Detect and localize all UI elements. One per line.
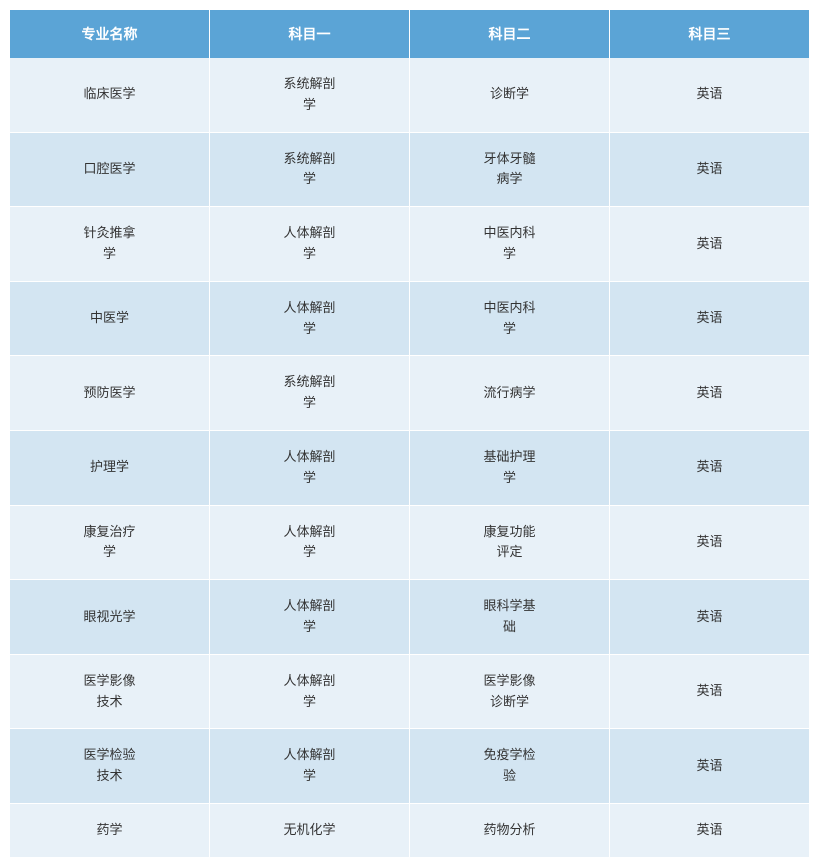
- header-col-subject3: 科目三: [610, 10, 809, 58]
- cell-major: 眼视光学: [10, 580, 210, 654]
- header-col-subject1: 科目一: [210, 10, 410, 58]
- cell-subject1: 系统解剖 学: [210, 133, 410, 207]
- cell-subject1: 人体解剖 学: [210, 207, 410, 281]
- table-row: 康复治疗 学 人体解剖 学 康复功能 评定 英语: [10, 506, 809, 581]
- cell-subject2: 基础护理 学: [410, 431, 610, 505]
- cell-subject2: 中医内科 学: [410, 282, 610, 356]
- table-row: 口腔医学 系统解剖 学 牙体牙髓 病学 英语: [10, 133, 809, 208]
- cell-subject3: 英语: [610, 431, 809, 505]
- table-row: 医学检验 技术 人体解剖 学 免疫学检 验 英语: [10, 729, 809, 804]
- cell-major: 医学检验 技术: [10, 729, 210, 803]
- table-row: 药学 无机化学 药物分析 英语: [10, 804, 809, 858]
- cell-subject2: 中医内科 学: [410, 207, 610, 281]
- table-header-row: 专业名称 科目一 科目二 科目三: [10, 10, 809, 58]
- table-row: 针灸推拿 学 人体解剖 学 中医内科 学 英语: [10, 207, 809, 282]
- cell-major: 中医学: [10, 282, 210, 356]
- cell-subject1: 人体解剖 学: [210, 282, 410, 356]
- cell-subject2: 牙体牙髓 病学: [410, 133, 610, 207]
- cell-subject3: 英语: [610, 207, 809, 281]
- cell-subject2: 诊断学: [410, 58, 610, 132]
- table-row: 眼视光学 人体解剖 学 眼科学基 础 英语: [10, 580, 809, 655]
- cell-subject2: 康复功能 评定: [410, 506, 610, 580]
- table-row: 医学影像 技术 人体解剖 学 医学影像 诊断学 英语: [10, 655, 809, 730]
- cell-subject3: 英语: [610, 729, 809, 803]
- header-col-subject2: 科目二: [410, 10, 610, 58]
- cell-subject3: 英语: [610, 804, 809, 857]
- cell-major: 医学影像 技术: [10, 655, 210, 729]
- cell-subject1: 人体解剖 学: [210, 431, 410, 505]
- cell-subject2: 流行病学: [410, 356, 610, 430]
- cell-major: 护理学: [10, 431, 210, 505]
- cell-subject1: 系统解剖 学: [210, 356, 410, 430]
- cell-subject2: 免疫学检 验: [410, 729, 610, 803]
- cell-subject1: 人体解剖 学: [210, 506, 410, 580]
- cell-subject1: 无机化学: [210, 804, 410, 857]
- subjects-table: 专业名称 科目一 科目二 科目三 临床医学 系统解剖 学 诊断学 英语 口腔医学…: [10, 10, 809, 858]
- cell-major: 药学: [10, 804, 210, 857]
- header-col-major: 专业名称: [10, 10, 210, 58]
- cell-subject3: 英语: [610, 282, 809, 356]
- cell-subject3: 英语: [610, 58, 809, 132]
- table-row: 预防医学 系统解剖 学 流行病学 英语: [10, 356, 809, 431]
- cell-major: 康复治疗 学: [10, 506, 210, 580]
- cell-subject3: 英语: [610, 655, 809, 729]
- cell-major: 预防医学: [10, 356, 210, 430]
- cell-subject2: 药物分析: [410, 804, 610, 857]
- cell-major: 临床医学: [10, 58, 210, 132]
- cell-subject1: 系统解剖 学: [210, 58, 410, 132]
- cell-subject3: 英语: [610, 133, 809, 207]
- table-row: 临床医学 系统解剖 学 诊断学 英语: [10, 58, 809, 133]
- cell-major: 针灸推拿 学: [10, 207, 210, 281]
- cell-subject3: 英语: [610, 356, 809, 430]
- cell-subject3: 英语: [610, 580, 809, 654]
- cell-subject2: 医学影像 诊断学: [410, 655, 610, 729]
- cell-subject1: 人体解剖 学: [210, 729, 410, 803]
- cell-subject2: 眼科学基 础: [410, 580, 610, 654]
- table-row: 护理学 人体解剖 学 基础护理 学 英语: [10, 431, 809, 506]
- cell-major: 口腔医学: [10, 133, 210, 207]
- cell-subject1: 人体解剖 学: [210, 655, 410, 729]
- cell-subject1: 人体解剖 学: [210, 580, 410, 654]
- cell-subject3: 英语: [610, 506, 809, 580]
- table-row: 中医学 人体解剖 学 中医内科 学 英语: [10, 282, 809, 357]
